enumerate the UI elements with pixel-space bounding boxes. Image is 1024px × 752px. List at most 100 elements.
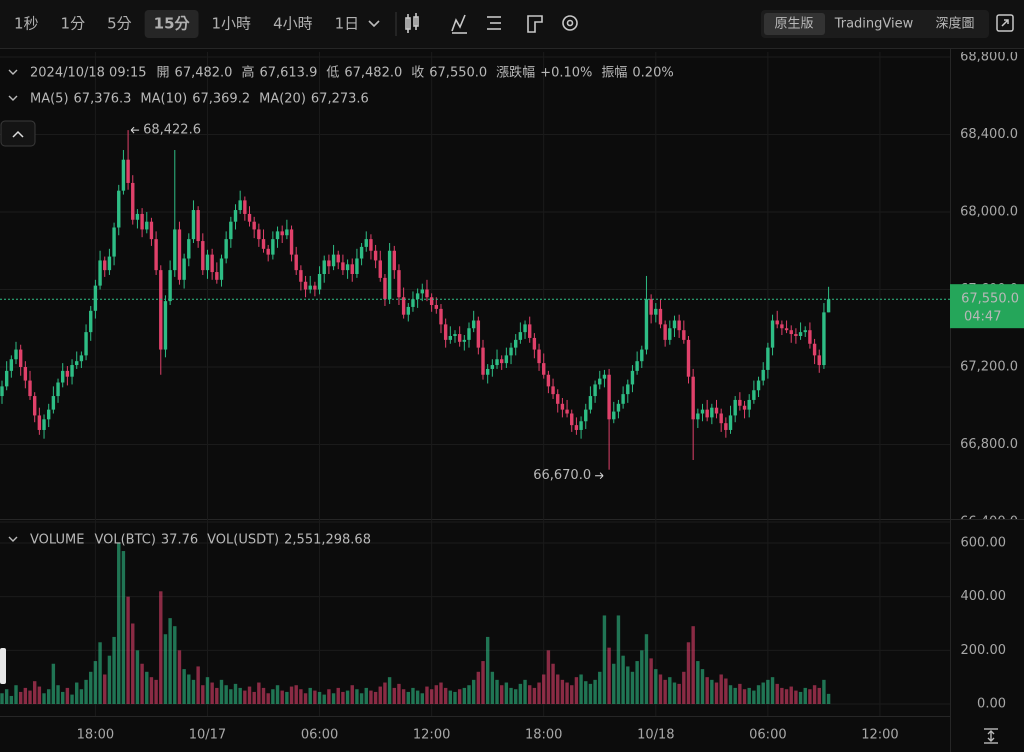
volume-bar bbox=[275, 685, 280, 704]
candle-body bbox=[219, 258, 224, 280]
overlay: 68,422.6 66,670.0 67,550.0 04:47 bbox=[0, 123, 1024, 483]
candle-body bbox=[826, 299, 831, 313]
volume-bar bbox=[537, 682, 541, 704]
volume-bar bbox=[812, 685, 817, 704]
candle-body bbox=[61, 370, 65, 383]
view-button[interactable]: TradingView bbox=[834, 17, 914, 32]
info-label: 高 bbox=[241, 65, 254, 81]
candle-body bbox=[593, 384, 597, 397]
volume-bar bbox=[229, 689, 233, 704]
last-price-label: 67,550.0 bbox=[961, 292, 1019, 307]
candle-body bbox=[668, 328, 672, 340]
volume-bar bbox=[584, 681, 588, 704]
volume-bar bbox=[350, 685, 354, 704]
volume-bar bbox=[429, 689, 434, 704]
candle-body bbox=[322, 260, 326, 274]
candle-body bbox=[686, 339, 691, 377]
info-toggle[interactable] bbox=[8, 69, 18, 75]
volume-bar bbox=[602, 615, 607, 704]
candle-body bbox=[238, 200, 242, 211]
candle-body bbox=[803, 330, 807, 333]
candle-body bbox=[471, 320, 476, 329]
volume-bar bbox=[201, 685, 205, 704]
volume-bar bbox=[668, 677, 672, 704]
volume-bar bbox=[485, 636, 490, 704]
volume-label: VOL(BTC) bbox=[94, 533, 155, 548]
ma-toggle[interactable] bbox=[8, 95, 18, 101]
volume-bar bbox=[285, 691, 289, 704]
volume-bar bbox=[89, 671, 93, 704]
candle-body bbox=[215, 272, 219, 280]
candle-body bbox=[425, 289, 429, 298]
candle-body bbox=[434, 305, 439, 309]
interval-button[interactable]: 5分 bbox=[107, 15, 132, 33]
candle-body bbox=[630, 370, 635, 385]
interval-button[interactable]: 15分 bbox=[154, 15, 191, 33]
volume-bar bbox=[280, 690, 284, 704]
volume-bar bbox=[710, 679, 714, 704]
fullscreen-icon[interactable] bbox=[996, 14, 1014, 32]
layout-icon[interactable] bbox=[527, 15, 543, 33]
interval-button[interactable]: 1秒 bbox=[14, 15, 39, 33]
volume-bar bbox=[37, 686, 42, 704]
volume-bar bbox=[621, 655, 625, 704]
interval-button[interactable]: 4小時 bbox=[273, 15, 313, 33]
candle-body bbox=[37, 415, 42, 430]
candle-body bbox=[499, 359, 504, 364]
candle-body bbox=[672, 320, 677, 329]
candle-body bbox=[266, 248, 270, 255]
volume-bar bbox=[462, 687, 467, 704]
candle-body bbox=[504, 355, 509, 364]
candle-type-icon[interactable] bbox=[405, 13, 419, 33]
indicator-icon[interactable] bbox=[451, 14, 467, 34]
volume-bar bbox=[238, 687, 242, 704]
countdown-label: 04:47 bbox=[964, 310, 1001, 325]
volume-bar bbox=[495, 679, 499, 704]
volume-bar bbox=[252, 691, 256, 704]
candle-body bbox=[658, 308, 663, 325]
view-button[interactable]: 原生版 bbox=[774, 17, 813, 32]
volume-bar bbox=[658, 674, 663, 704]
volume-bar bbox=[163, 634, 168, 704]
candle-body bbox=[612, 411, 616, 420]
volume-bar bbox=[154, 679, 158, 704]
interval-button[interactable]: 1日 bbox=[335, 15, 360, 33]
settings-list-icon[interactable] bbox=[487, 16, 501, 30]
interval-more[interactable] bbox=[368, 20, 380, 28]
volume-bar bbox=[0, 693, 4, 704]
volume-bar bbox=[271, 689, 275, 704]
candle-body bbox=[514, 339, 518, 348]
interval-button[interactable]: 1小時 bbox=[212, 15, 252, 33]
ma-name: MA(10) bbox=[140, 92, 187, 107]
info-label: 振幅 bbox=[601, 66, 627, 81]
volume-bar bbox=[570, 685, 574, 704]
collapse-button[interactable] bbox=[0, 120, 36, 147]
volume-toggle[interactable] bbox=[8, 536, 18, 542]
interval-button[interactable]: 1分 bbox=[61, 15, 86, 33]
info-value: 67,482.0 bbox=[344, 66, 402, 81]
volume-tick-label: 400.00 bbox=[961, 589, 1007, 604]
volume-bar bbox=[457, 689, 462, 704]
settings-icon[interactable] bbox=[562, 15, 578, 31]
candle-body bbox=[537, 349, 541, 364]
scale-icon[interactable] bbox=[984, 728, 998, 744]
view-button[interactable]: 深度圖 bbox=[935, 16, 974, 32]
candle-body bbox=[663, 324, 667, 340]
volume-bar bbox=[775, 683, 779, 704]
volume-bar bbox=[574, 677, 579, 704]
collapse-icon bbox=[12, 130, 24, 138]
candle-body bbox=[644, 299, 649, 350]
candle-body bbox=[317, 274, 322, 290]
ma-value: 67,376.3 bbox=[74, 92, 132, 107]
info-label: 漲跌幅 bbox=[496, 65, 535, 81]
candle-body bbox=[392, 250, 396, 271]
candle-body bbox=[691, 376, 695, 420]
volume-bar bbox=[612, 663, 616, 704]
volume-bar bbox=[75, 682, 79, 704]
volume-bar bbox=[518, 683, 523, 704]
side-handle[interactable] bbox=[0, 648, 6, 684]
candle-body bbox=[462, 339, 467, 342]
volume-bar bbox=[626, 666, 630, 704]
last-price-box bbox=[950, 284, 1024, 329]
